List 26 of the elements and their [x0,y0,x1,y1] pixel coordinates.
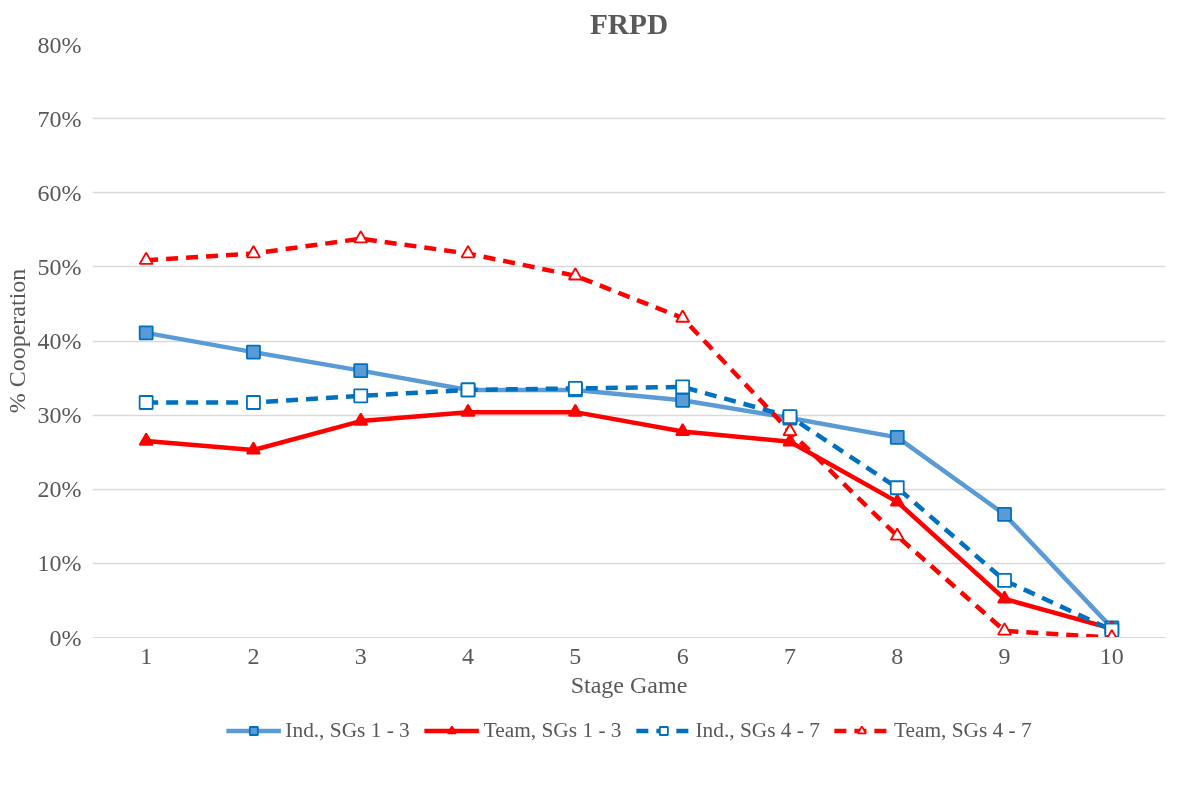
legend-label: Ind., SGs 4 - 7 [695,717,820,743]
x-tick-label: 1 [140,642,153,669]
y-tick-label: 50% [37,253,82,280]
x-tick-label: 5 [569,642,582,669]
y-tick-label: 20% [37,476,82,503]
y-tick-label: 60% [37,179,82,206]
y-tick-label: 40% [37,328,82,354]
y-tick-label: 10% [37,550,82,577]
x-tick-label: 9 [998,642,1011,669]
y-tick-label: 70% [37,105,82,132]
y-tick-label: 80% [37,31,82,58]
y-tick-label: 30% [37,402,82,429]
chart-title: FRPD [589,7,669,40]
legend-label: Ind., SGs 1 - 3 [285,717,410,743]
y-axis-title: % Cooperation [3,268,30,414]
x-tick-label: 10 [1099,642,1124,669]
x-tick-label: 2 [247,642,260,669]
x-tick-label: 6 [676,642,689,669]
x-tick-label: 4 [462,642,475,669]
y-tick-label: 0% [49,624,82,651]
x-axis-title: Stage Game [570,671,688,698]
x-tick-label: 8 [891,642,904,669]
legend-label: Team, SGs 1 - 3 [483,717,622,743]
x-tick-label: 7 [783,642,796,669]
x-tick-label: 3 [354,642,367,669]
legend-label: Team, SGs 4 - 7 [893,717,1032,743]
